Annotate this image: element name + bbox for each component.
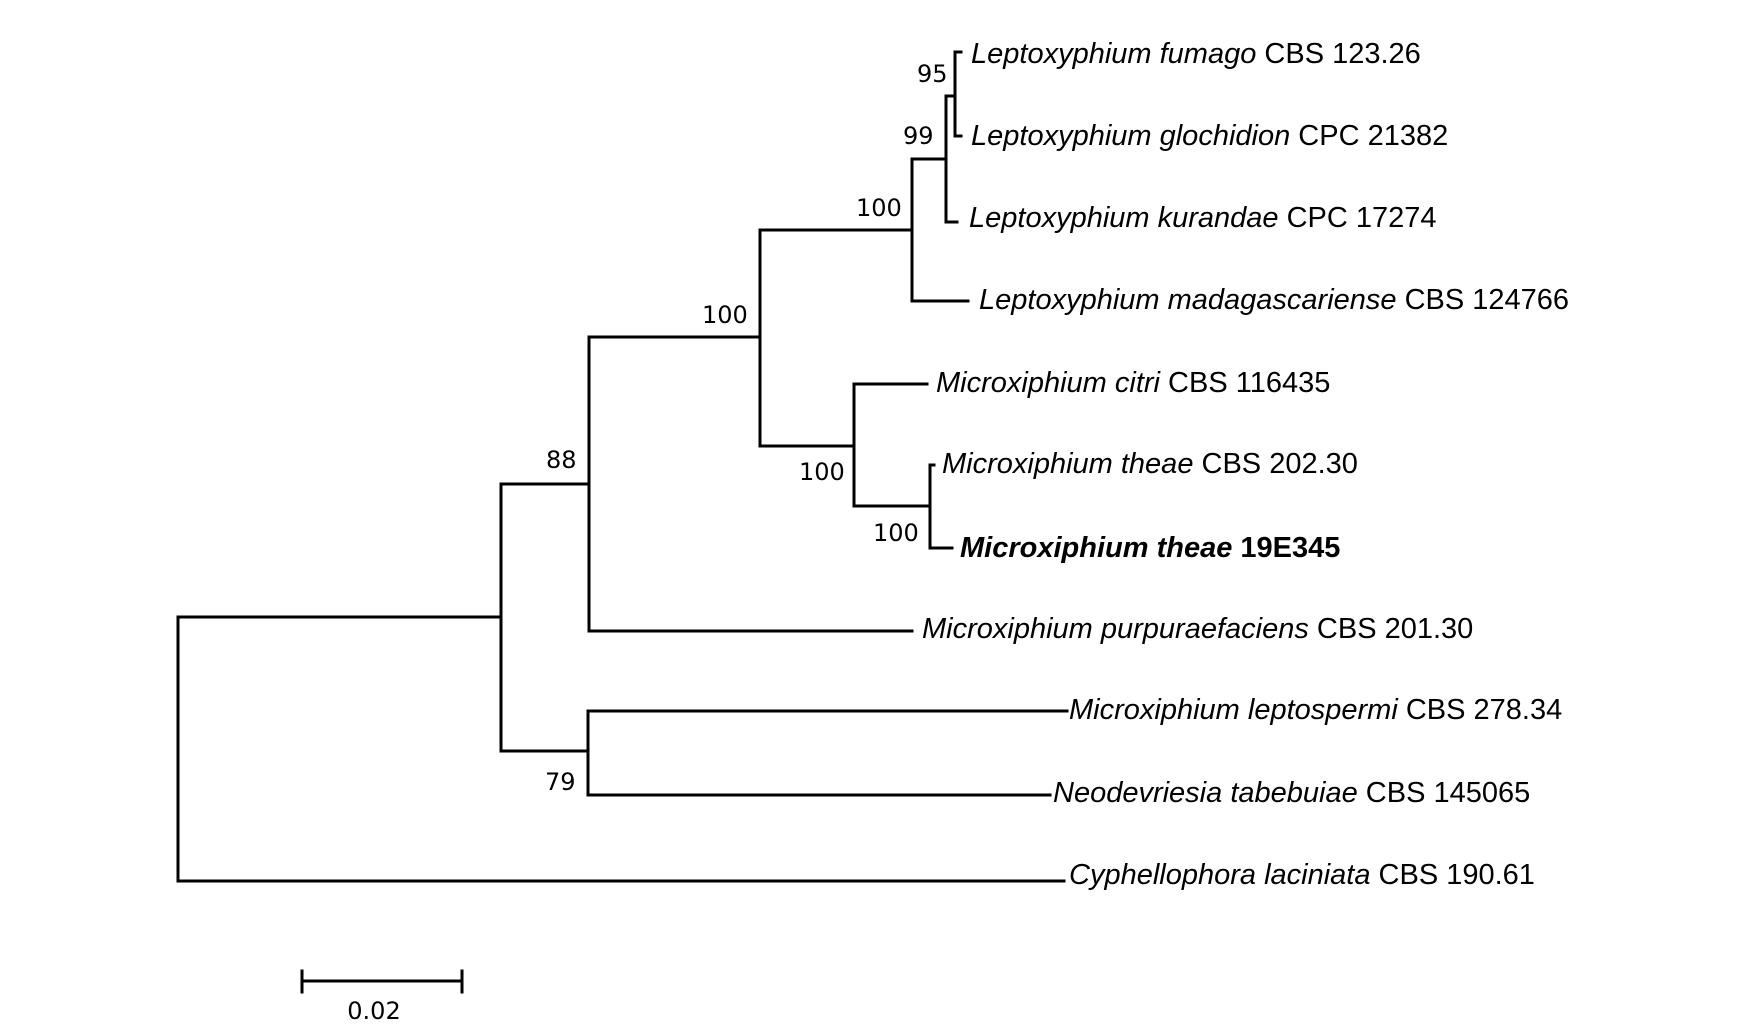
branch-node-79 bbox=[586, 709, 1069, 797]
taxon-strain: CBS 202.30 bbox=[1202, 448, 1358, 480]
taxon-label: Microxiphium citri CBS 116435 bbox=[936, 367, 1330, 399]
taxon-name: Neodevriesia tabebuiae bbox=[1053, 777, 1358, 809]
taxon-name: Cyphellophora laciniata bbox=[1069, 859, 1370, 891]
branch-microxiphium-clade bbox=[852, 382, 932, 508]
taxon-strain: CBS 124766 bbox=[1405, 284, 1569, 316]
taxon-label: Microxiphium leptospermi CBS 278.34 bbox=[1069, 694, 1562, 726]
scale-bar-label: 0.02 bbox=[347, 997, 400, 1025]
branch-root bbox=[176, 615, 1066, 883]
support-value: 100 bbox=[856, 194, 902, 222]
support-values: 95 99 100 100 100 100 88 79 bbox=[545, 60, 948, 796]
branch-leptoxyphium-clade bbox=[910, 157, 970, 303]
taxon-label: Microxiphium theae CBS 202.30 bbox=[942, 448, 1358, 480]
scale-bar: 0.02 bbox=[300, 969, 464, 1025]
scale-bar-line bbox=[300, 969, 464, 994]
taxon-name: Leptoxyphium madagascariense bbox=[979, 284, 1397, 316]
taxon-name: Microxiphium citri bbox=[936, 367, 1162, 399]
taxon-strain: CBS 190.61 bbox=[1379, 859, 1535, 891]
support-value: 95 bbox=[917, 60, 948, 88]
tree-branches bbox=[176, 50, 1069, 883]
support-value: 100 bbox=[702, 301, 748, 329]
taxon-label: Leptoxyphium kurandae CPC 17274 bbox=[969, 202, 1437, 234]
support-value: 100 bbox=[873, 519, 919, 547]
taxon-strain: 19E345 bbox=[1240, 532, 1340, 564]
branch-node-88 bbox=[587, 335, 914, 633]
taxon-strain: CPC 17274 bbox=[1287, 202, 1437, 234]
taxon-name: Microxiphium theae bbox=[960, 532, 1232, 564]
taxon-strain: CPC 21382 bbox=[1298, 120, 1448, 152]
support-value: 79 bbox=[545, 768, 576, 796]
taxon-strain: CBS 278.34 bbox=[1406, 694, 1562, 726]
taxon-name: Leptoxyphium fumago bbox=[971, 38, 1256, 70]
taxon-strain: CBS 116435 bbox=[1168, 367, 1330, 399]
taxon-name: Leptoxyphium glochidion bbox=[971, 120, 1290, 152]
taxon-strain: CBS 145065 bbox=[1366, 777, 1530, 809]
taxon-label-highlighted: Microxiphium theae 19E345 bbox=[960, 532, 1340, 564]
taxon-strain: CBS 201.30 bbox=[1317, 613, 1473, 645]
taxon-label: Leptoxyphium fumago CBS 123.26 bbox=[971, 38, 1421, 70]
branch-theae-clade bbox=[928, 463, 954, 550]
branch-node-100-outer bbox=[758, 228, 914, 448]
taxon-label: Neodevriesia tabebuiae CBS 145065 bbox=[1053, 777, 1530, 809]
branch-node-95 bbox=[953, 50, 963, 138]
taxon-strain: CBS 123.26 bbox=[1264, 38, 1420, 70]
taxon-name: Microxiphium leptospermi bbox=[1069, 694, 1399, 726]
taxon-labels: Leptoxyphium fumago CBS 123.26 Leptoxyph… bbox=[922, 38, 1569, 891]
taxon-label: Leptoxyphium madagascariense CBS 124766 bbox=[979, 284, 1569, 316]
support-value: 99 bbox=[903, 122, 934, 150]
taxon-name: Leptoxyphium kurandae bbox=[969, 202, 1279, 234]
taxon-label: Microxiphium purpuraefaciens CBS 201.30 bbox=[922, 613, 1473, 645]
taxon-label: Cyphellophora laciniata CBS 190.61 bbox=[1069, 859, 1535, 891]
taxon-name: Microxiphium theae bbox=[942, 448, 1193, 480]
support-value: 100 bbox=[799, 458, 845, 486]
support-value: 88 bbox=[546, 446, 577, 474]
taxon-label: Leptoxyphium glochidion CPC 21382 bbox=[971, 120, 1448, 152]
branch-node-a bbox=[499, 482, 591, 753]
taxon-name: Microxiphium purpuraefaciens bbox=[922, 613, 1309, 645]
